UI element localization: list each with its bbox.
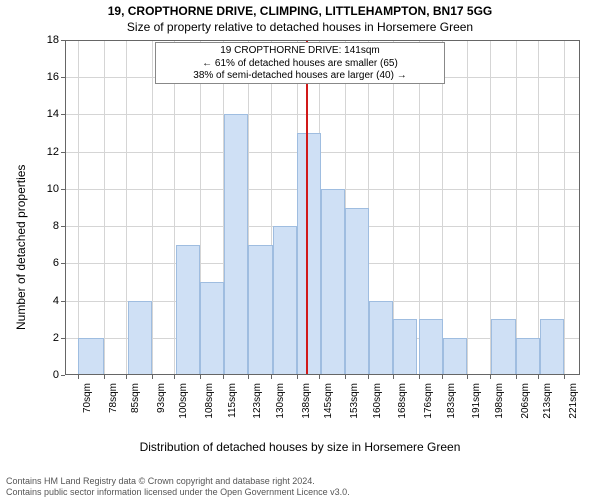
xtick-mark bbox=[152, 375, 153, 379]
xtick-label: 206sqm bbox=[520, 383, 531, 419]
xtick-mark bbox=[200, 375, 201, 379]
xtick-mark bbox=[419, 375, 420, 379]
ytick-label: 0 bbox=[35, 369, 59, 381]
annotation-box: 19 CROPTHORNE DRIVE: 141sqm ← 61% of det… bbox=[155, 42, 445, 84]
ytick-label: 4 bbox=[35, 295, 59, 307]
xtick-label: 191sqm bbox=[471, 383, 482, 419]
xtick-mark bbox=[319, 375, 320, 379]
ytick-label: 6 bbox=[35, 257, 59, 269]
xtick-mark bbox=[126, 375, 127, 379]
xtick-label: 168sqm bbox=[397, 383, 408, 419]
xtick-label: 221sqm bbox=[568, 383, 579, 419]
xtick-mark bbox=[345, 375, 346, 379]
axis-border bbox=[65, 40, 580, 375]
xtick-label: 78sqm bbox=[108, 383, 119, 413]
plot-area: 02468101214161870sqm78sqm85sqm93sqm100sq… bbox=[65, 40, 580, 375]
xtick-mark bbox=[393, 375, 394, 379]
annotation-line-2: ← 61% of detached houses are smaller (65… bbox=[158, 58, 442, 71]
ytick-label: 10 bbox=[35, 183, 59, 195]
xtick-mark bbox=[467, 375, 468, 379]
xtick-mark bbox=[78, 375, 79, 379]
xtick-label: 138sqm bbox=[301, 383, 312, 419]
xtick-label: 123sqm bbox=[252, 383, 263, 419]
xtick-mark bbox=[368, 375, 369, 379]
title-line-1: 19, CROPTHORNE DRIVE, CLIMPING, LITTLEHA… bbox=[0, 4, 600, 18]
xtick-mark bbox=[538, 375, 539, 379]
ytick-label: 16 bbox=[35, 71, 59, 83]
ytick-label: 2 bbox=[35, 332, 59, 344]
xtick-mark bbox=[104, 375, 105, 379]
chart-container: 19, CROPTHORNE DRIVE, CLIMPING, LITTLEHA… bbox=[0, 0, 600, 500]
xtick-label: 70sqm bbox=[82, 383, 93, 413]
xtick-mark bbox=[223, 375, 224, 379]
xtick-label: 115sqm bbox=[227, 383, 238, 418]
annotation-line-3: 38% of semi-detached houses are larger (… bbox=[158, 70, 442, 83]
footer-line-1: Contains HM Land Registry data © Crown c… bbox=[6, 476, 600, 487]
xtick-mark bbox=[174, 375, 175, 379]
ytick-mark bbox=[61, 375, 65, 376]
xtick-label: 145sqm bbox=[323, 383, 334, 419]
xtick-mark bbox=[271, 375, 272, 379]
xtick-label: 100sqm bbox=[178, 383, 189, 419]
xtick-mark bbox=[442, 375, 443, 379]
xtick-mark bbox=[490, 375, 491, 379]
ytick-label: 18 bbox=[35, 34, 59, 46]
title-line-2: Size of property relative to detached ho… bbox=[0, 20, 600, 34]
xtick-label: 160sqm bbox=[372, 383, 383, 419]
ytick-label: 12 bbox=[35, 146, 59, 158]
xtick-label: 198sqm bbox=[494, 383, 505, 419]
xtick-mark bbox=[248, 375, 249, 379]
xtick-label: 108sqm bbox=[204, 383, 215, 419]
xtick-label: 93sqm bbox=[156, 383, 167, 413]
xtick-mark bbox=[516, 375, 517, 379]
xtick-mark bbox=[564, 375, 565, 379]
xtick-label: 153sqm bbox=[349, 383, 360, 419]
annotation-line-1: 19 CROPTHORNE DRIVE: 141sqm bbox=[158, 45, 442, 58]
ytick-label: 14 bbox=[35, 108, 59, 120]
y-axis-label: Number of detached properties bbox=[14, 165, 28, 330]
ytick-label: 8 bbox=[35, 220, 59, 232]
xtick-label: 183sqm bbox=[446, 383, 457, 419]
xtick-label: 130sqm bbox=[275, 383, 286, 419]
xtick-mark bbox=[297, 375, 298, 379]
xtick-label: 213sqm bbox=[542, 383, 553, 419]
footer-attribution: Contains HM Land Registry data © Crown c… bbox=[0, 476, 600, 498]
footer-line-2: Contains public sector information licen… bbox=[6, 487, 600, 498]
x-axis-caption: Distribution of detached houses by size … bbox=[0, 440, 600, 454]
xtick-label: 176sqm bbox=[423, 383, 434, 419]
xtick-label: 85sqm bbox=[130, 383, 141, 413]
